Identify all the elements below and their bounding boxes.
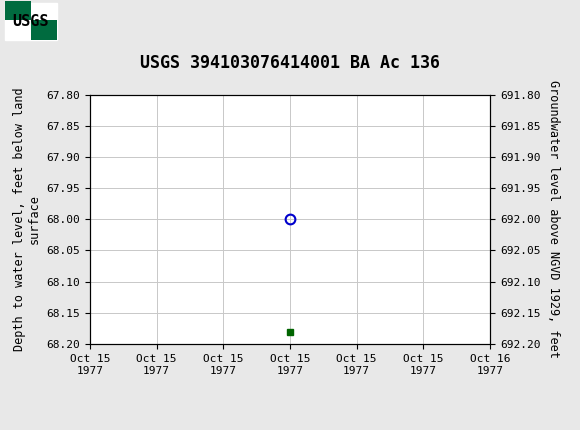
Text: USGS: USGS <box>13 14 49 29</box>
FancyBboxPatch shape <box>5 3 57 40</box>
Text: USGS 394103076414001 BA Ac 136: USGS 394103076414001 BA Ac 136 <box>140 54 440 72</box>
Bar <box>31 20 57 40</box>
Y-axis label: Depth to water level, feet below land
surface: Depth to water level, feet below land su… <box>13 87 41 351</box>
Y-axis label: Groundwater level above NGVD 1929, feet: Groundwater level above NGVD 1929, feet <box>548 80 560 358</box>
Bar <box>5 1 31 20</box>
Legend: Period of approved data: Period of approved data <box>193 429 387 430</box>
